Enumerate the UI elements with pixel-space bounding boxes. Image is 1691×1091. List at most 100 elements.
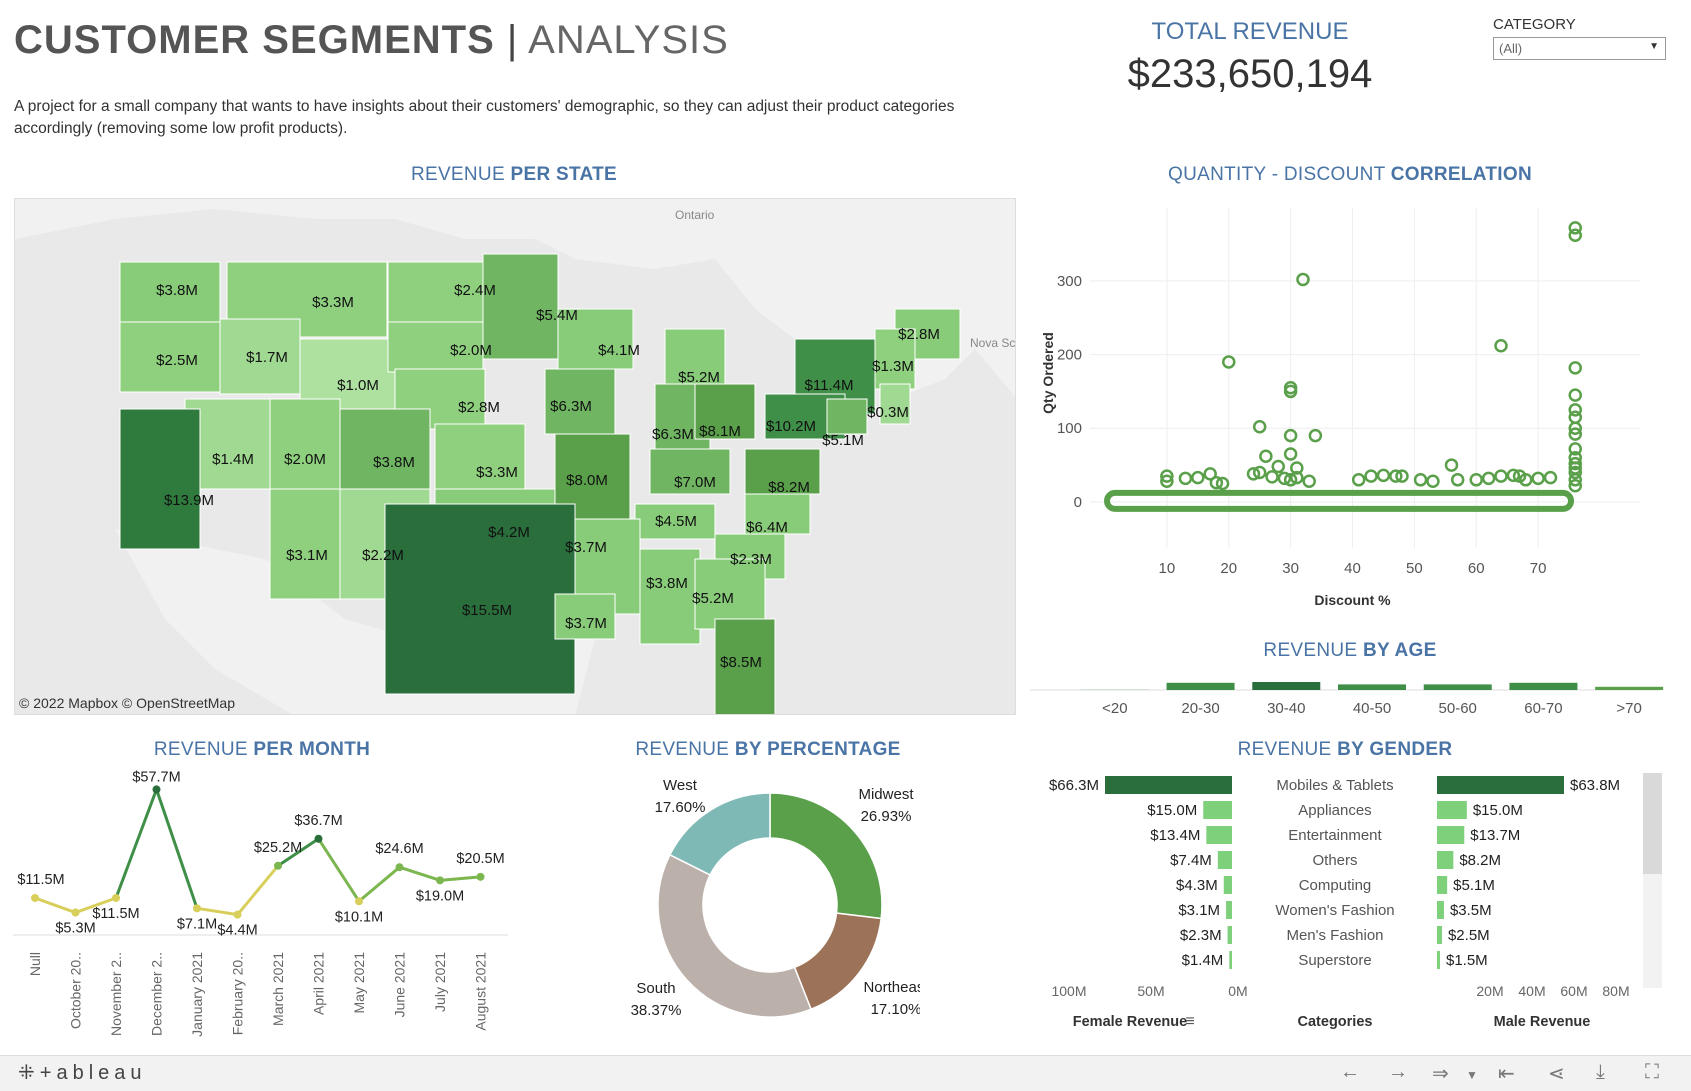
- tableau-logo-text: +ableau: [40, 1062, 147, 1084]
- scatter-point: [1353, 474, 1364, 485]
- state-revenue-label: $0.3M: [867, 404, 909, 421]
- title-part: REVENUE: [1263, 640, 1363, 661]
- state-shape: [640, 549, 700, 644]
- download-icon[interactable]: ⤓: [1596, 1061, 1605, 1084]
- revert-all-icon[interactable]: ⇤: [1498, 1061, 1515, 1086]
- line-data-label: $10.1M: [335, 909, 383, 925]
- line-x-tick: October 20..: [68, 952, 84, 1029]
- donut-slice-pct: 17.60%: [655, 799, 706, 816]
- male-bar: [1437, 801, 1467, 819]
- state-revenue-label: $3.7M: [565, 539, 607, 556]
- state-revenue-label: $8.1M: [699, 423, 741, 440]
- female-axis-tick: 100M: [1051, 983, 1086, 999]
- share-icon[interactable]: ⋖: [1548, 1061, 1565, 1086]
- scatter-y-tick: 100: [1057, 420, 1082, 437]
- gender-category-label: Women's Fashion: [1275, 902, 1394, 919]
- scatter-point: [1366, 471, 1377, 482]
- state-revenue-label: $6.3M: [652, 426, 694, 443]
- line-segment: [400, 867, 441, 880]
- line-x-tick: March 2021: [270, 952, 286, 1026]
- female-bar-label: $3.1M: [1178, 902, 1220, 919]
- line-point: [234, 911, 242, 919]
- state-revenue-label: $2.4M: [454, 282, 496, 299]
- revert-dropdown-icon[interactable]: ▼: [1466, 1068, 1478, 1082]
- category-filter-value: (All): [1499, 41, 1522, 56]
- state-shape: [827, 399, 867, 434]
- line-point: [112, 894, 120, 902]
- age-tick-label: <20: [1102, 700, 1127, 717]
- revert-icon[interactable]: ⇒: [1432, 1061, 1449, 1086]
- revenue-by-percentage-chart[interactable]: Midwest26.93%Northeast17.10%South38.37%W…: [590, 770, 920, 1040]
- age-tick-label: 30-40: [1267, 700, 1305, 717]
- line-x-tick: July 2021: [432, 952, 448, 1012]
- scatter-point: [1452, 474, 1463, 485]
- male-bar: [1437, 926, 1442, 944]
- scatter-point: [1496, 471, 1507, 482]
- line-data-label: $19.0M: [416, 888, 464, 904]
- line-point: [315, 835, 323, 843]
- map-place-novasco: Nova Sco: [970, 336, 1016, 350]
- tableau-logo-icon: ⁜: [18, 1062, 40, 1084]
- gender-category-label: Appliances: [1298, 802, 1371, 819]
- line-segment: [116, 789, 157, 898]
- line-data-label: $5.3M: [55, 921, 95, 937]
- fullscreen-icon[interactable]: ⛶: [1645, 1061, 1659, 1084]
- line-point: [436, 876, 444, 884]
- male-bar: [1437, 876, 1447, 894]
- age-tick-label: 60-70: [1524, 700, 1562, 717]
- scatter-y-label: Qty Ordered: [1040, 332, 1056, 414]
- state-revenue-label: $6.3M: [550, 398, 592, 415]
- category-filter-dropdown[interactable]: (All) ▼: [1493, 37, 1666, 60]
- line-point: [396, 863, 404, 871]
- title-part: REVENUE: [154, 739, 254, 760]
- male-axis-tick: 60M: [1560, 983, 1587, 999]
- donut-slice-label: Midwest: [858, 786, 914, 803]
- state-revenue-label: $10.2M: [766, 418, 816, 435]
- undo-icon[interactable]: ←: [1340, 1061, 1360, 1084]
- female-bar: [1228, 926, 1232, 944]
- revenue-per-state-title: REVENUE PER STATE: [314, 164, 714, 186]
- female-bar-label: $4.3M: [1176, 877, 1218, 894]
- female-axis-tick: 50M: [1137, 983, 1164, 999]
- female-bar: [1226, 901, 1232, 919]
- scatter-x-tick: 70: [1530, 560, 1547, 577]
- state-revenue-label: $7.0M: [674, 474, 716, 491]
- dashboard-description: A project for a small company that wants…: [14, 96, 1004, 140]
- gender-category-label: Superstore: [1298, 952, 1371, 969]
- male-axis-tick: 80M: [1602, 983, 1629, 999]
- chevron-down-icon: ▼: [1649, 41, 1659, 52]
- state-revenue-label: $11.4M: [805, 377, 854, 394]
- line-data-label: $4.4M: [217, 923, 257, 939]
- revenue-map[interactable]: $3.8M$3.3M$2.4M$5.4M$4.1M$2.8M$2.5M$1.7M…: [14, 198, 1016, 715]
- state-revenue-label: $8.0M: [566, 472, 608, 489]
- age-bar: [1595, 687, 1663, 690]
- tableau-logo[interactable]: ⁜+ableau: [18, 1060, 147, 1085]
- state-revenue-label: $5.2M: [692, 590, 734, 607]
- state-revenue-label: $3.8M: [373, 454, 415, 471]
- dashboard-title: CUSTOMER SEGMENTS | ANALYSIS: [14, 18, 729, 63]
- state-revenue-label: $1.0M: [337, 377, 379, 394]
- scatter-x-label: Discount %: [1314, 592, 1391, 608]
- redo-icon[interactable]: →: [1388, 1061, 1408, 1084]
- title-part: QUANTITY - DISCOUNT: [1168, 164, 1391, 185]
- male-axis-tick: 20M: [1476, 983, 1503, 999]
- age-tick-label: 40-50: [1353, 700, 1391, 717]
- line-x-tick: Null: [27, 952, 43, 976]
- scatter-point: [1304, 476, 1315, 487]
- male-axis-label: Male Revenue: [1494, 1014, 1591, 1030]
- state-revenue-label: $3.7M: [565, 615, 607, 632]
- title-part-bold: CORRELATION: [1391, 164, 1532, 185]
- donut-slice-label: South: [636, 980, 675, 997]
- revenue-by-age-title: REVENUE BY AGE: [1200, 640, 1500, 662]
- line-x-tick: February 20..: [230, 952, 246, 1035]
- state-shape: [340, 409, 430, 489]
- line-point: [153, 785, 161, 793]
- state-revenue-label: $5.4M: [536, 307, 578, 324]
- title-light: ANALYSIS: [528, 18, 729, 62]
- map-attribution: © 2022 Mapbox © OpenStreetMap: [19, 695, 235, 711]
- line-data-label: $11.5M: [17, 872, 64, 888]
